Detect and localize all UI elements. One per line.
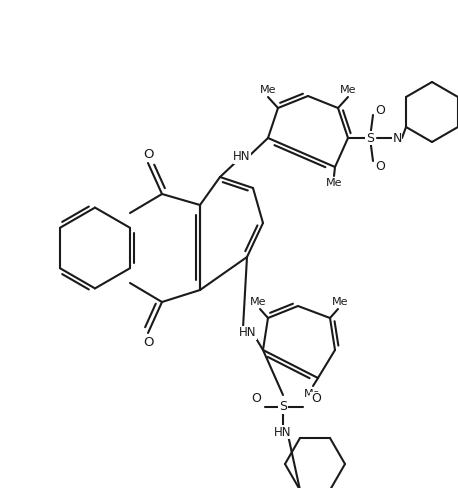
- Text: S: S: [366, 131, 374, 144]
- Text: O: O: [375, 103, 385, 117]
- Text: HN: HN: [239, 326, 257, 340]
- Text: Me: Me: [260, 85, 276, 95]
- Text: O: O: [143, 336, 153, 348]
- Text: O: O: [375, 160, 385, 172]
- Text: Me: Me: [304, 389, 320, 399]
- Text: Me: Me: [340, 85, 356, 95]
- Text: HN: HN: [233, 150, 251, 163]
- Text: S: S: [279, 401, 287, 413]
- Text: Me: Me: [250, 297, 266, 307]
- Text: O: O: [311, 392, 321, 406]
- Text: Me: Me: [332, 297, 348, 307]
- Text: N: N: [393, 131, 402, 144]
- Text: O: O: [251, 392, 261, 406]
- Text: Me: Me: [326, 178, 342, 188]
- Text: O: O: [143, 147, 153, 161]
- Text: HN: HN: [274, 426, 292, 439]
